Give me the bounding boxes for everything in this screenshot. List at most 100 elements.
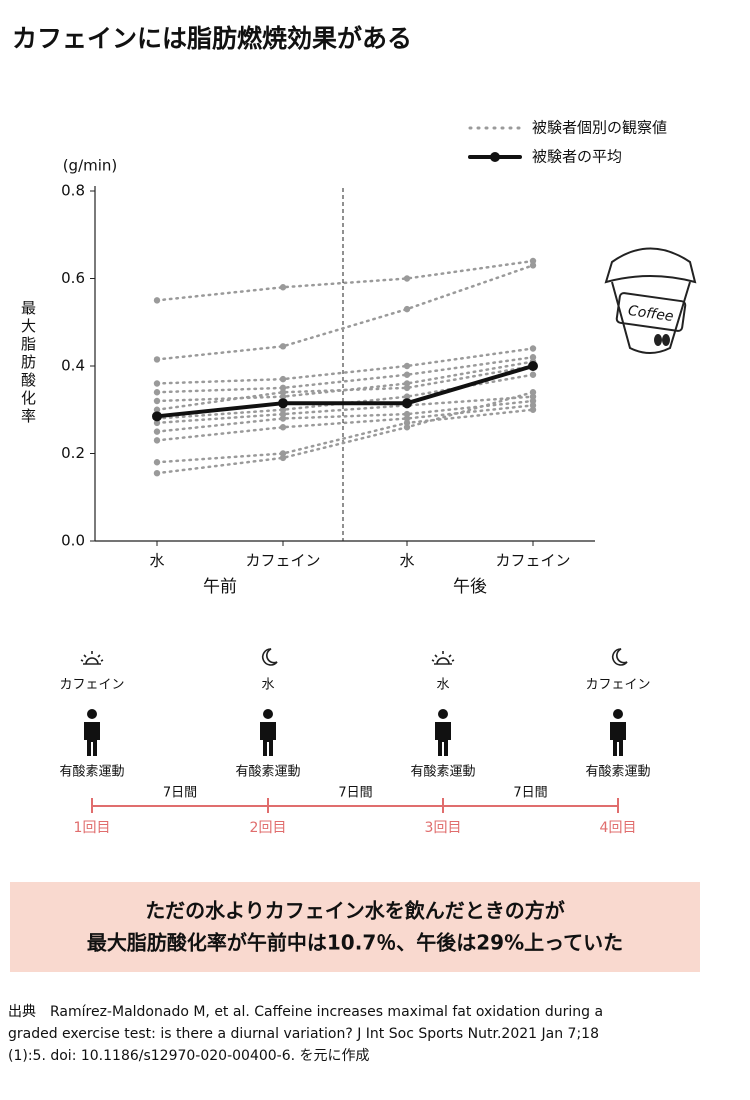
y-tick-label: 0.6 <box>61 269 85 287</box>
subject-point <box>403 415 411 422</box>
drink-label: 水 <box>436 678 449 693</box>
mean-point <box>402 398 412 409</box>
drink-label: 水 <box>261 678 274 693</box>
person-body <box>84 722 100 756</box>
subject-point <box>529 262 537 269</box>
activity-label: 有酸素運動 <box>235 765 300 780</box>
subject-point <box>529 345 537 352</box>
subject-line <box>155 264 535 361</box>
source: (1):5. doi: 10.1186/s12970-020-00400-6. … <box>8 1048 370 1064</box>
y-label: 最大脂肪酸化率 <box>19 300 37 426</box>
subject-point <box>279 389 287 396</box>
activity-label: 有酸素運動 <box>585 765 650 780</box>
subject-point <box>153 419 161 427</box>
y-tick-label: 0.8 <box>61 182 85 200</box>
y-tick-label: 0.4 <box>61 357 85 375</box>
subject-point <box>153 389 161 396</box>
person-head <box>263 709 273 719</box>
subject-point <box>279 393 287 400</box>
subject-point <box>403 380 411 387</box>
subject-point <box>403 384 411 392</box>
session-label: 2回目 <box>250 820 287 836</box>
subject-point <box>279 410 287 418</box>
x-tick-label: カフェイン <box>245 552 320 570</box>
legend-marker <box>490 152 500 162</box>
subject-line <box>155 404 535 442</box>
session-label: 1回目 <box>74 820 111 836</box>
subject-point <box>279 415 287 422</box>
legend-label: 被験者の平均 <box>532 148 622 166</box>
sun-icon <box>431 651 455 665</box>
subject-line <box>155 347 535 385</box>
subject-point <box>529 354 537 361</box>
svg-text:Coffee: Coffee <box>627 303 674 325</box>
mean-point <box>152 411 162 422</box>
callout-text: ただの水よりカフェイン水を飲んだときの方が <box>145 899 565 923</box>
subject-line <box>155 391 535 475</box>
person-body <box>260 722 276 756</box>
x-tick-label: 水 <box>149 552 164 570</box>
x-tick-label: 水 <box>399 552 414 570</box>
subject-point <box>153 380 161 387</box>
subject-point <box>279 406 287 413</box>
sun-icon <box>80 651 104 665</box>
subject-point <box>153 356 161 363</box>
activity-label: 有酸素運動 <box>59 765 124 780</box>
coffee-cup: Coffee <box>604 247 697 354</box>
session-label: 4回目 <box>600 820 637 836</box>
subject-point <box>153 469 161 477</box>
title: カフェインには脂肪燃焼効果がある <box>12 24 412 53</box>
subject-point <box>153 397 161 405</box>
y-unit: (g/min) <box>63 157 118 175</box>
interval-label: 7日間 <box>513 786 547 801</box>
subject-point <box>403 419 411 427</box>
group-label: 午後 <box>453 577 487 597</box>
moon-icon <box>612 648 628 666</box>
subject-line <box>155 259 535 302</box>
moon-icon <box>262 648 278 666</box>
subject-point <box>153 297 161 304</box>
subject-point <box>279 375 287 383</box>
subject-point <box>279 343 287 350</box>
subject-point <box>529 371 537 378</box>
subject-line <box>155 364 535 411</box>
subject-point <box>529 389 537 396</box>
subject-line <box>155 356 535 394</box>
person-body <box>610 722 626 756</box>
session-label: 3回目 <box>425 820 462 836</box>
x-tick-label: カフェイン <box>495 552 570 570</box>
y-tick-label: 0.2 <box>61 444 85 462</box>
subject-point <box>403 410 411 418</box>
subject-point <box>279 384 287 392</box>
person-head <box>438 709 448 719</box>
interval-label: 7日間 <box>338 786 372 801</box>
source: 出典 Ramírez-Maldonado M, et al. Caffeine … <box>8 1004 603 1020</box>
subject-line <box>155 399 535 433</box>
person-head <box>613 709 623 719</box>
subject-point <box>529 397 537 405</box>
legend-label: 被験者個別の観察値 <box>532 119 667 137</box>
subject-point <box>153 459 161 466</box>
subject-point <box>529 406 537 413</box>
callout-box <box>10 882 700 972</box>
subject-point <box>279 424 287 431</box>
source: graded exercise test: is there a diurnal… <box>8 1026 599 1042</box>
subject-point <box>153 437 161 444</box>
drink-label: カフェイン <box>585 678 650 693</box>
subject-point <box>529 402 537 409</box>
subject-point <box>153 428 161 435</box>
callout-text: 最大脂肪酸化率が午前中は10.7％、午後は29%上っていた <box>87 931 623 955</box>
mean-point <box>528 361 538 371</box>
subject-point <box>529 393 537 400</box>
subject-point <box>279 450 287 457</box>
subject-point <box>529 257 537 265</box>
interval-label: 7日間 <box>163 786 197 801</box>
subject-point <box>403 393 411 400</box>
group-label: 午前 <box>203 577 237 597</box>
subject-point <box>279 454 287 462</box>
drink-label: カフェイン <box>59 678 124 693</box>
person-body <box>435 722 451 756</box>
person-head <box>87 709 97 719</box>
